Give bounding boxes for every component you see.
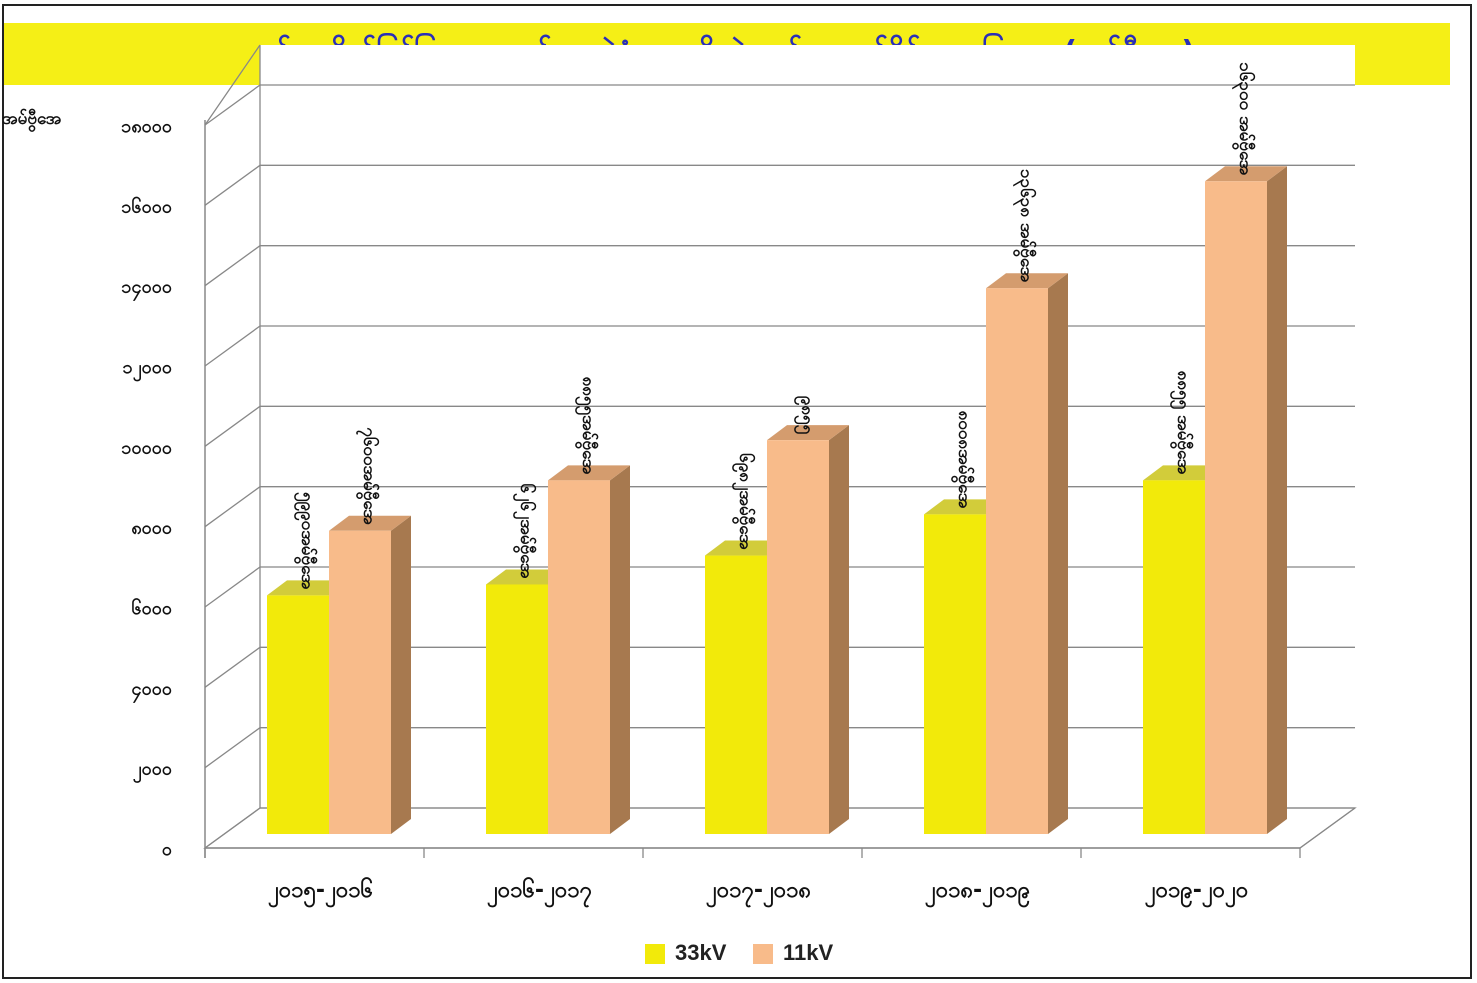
y-tick-label: ၀	[162, 839, 172, 860]
data-labels: ၅၉၉၀အမ်ဗွီအေ ၇၆၀၀အမ်ဗွီအေ၆၂၆၂အမ်ဗွီအေ ၈၈၅၅…	[293, 62, 1257, 589]
legend-label: 33kV	[675, 940, 727, 965]
bar-side	[1048, 273, 1068, 834]
gridline-side	[204, 245, 261, 287]
bar-top	[486, 569, 568, 585]
y-tick-label: ၆၀၀၀	[132, 597, 173, 619]
bar-top	[548, 465, 630, 481]
x-tick-label: ၂၀၁၅-၂၀၁၆	[268, 876, 373, 908]
gridline-side	[204, 405, 261, 447]
y-tick-label: ၁၀၀၀၀	[121, 437, 172, 458]
bar-top	[329, 515, 411, 531]
bar	[486, 584, 548, 834]
gridline-side	[204, 727, 261, 769]
data-label: ၅၉၉၀အမ်ဗွီအေ	[293, 492, 318, 590]
bar-top	[1205, 166, 1287, 182]
bar-side	[1267, 166, 1287, 835]
data-label: ၉၈၅၅	[793, 396, 817, 435]
bar	[767, 440, 829, 834]
bar	[705, 555, 767, 834]
data-label: ၈၈၅၅ အမ်ဗွီအေ	[1169, 371, 1194, 475]
legend-item: 33kV	[645, 940, 727, 965]
bar-side	[829, 425, 849, 834]
bars	[267, 166, 1287, 835]
bar	[548, 480, 610, 834]
y-tick-label: ၁၂၀၀၀	[123, 357, 172, 382]
x-tick-label: ၂၀၁၈-၂၀၁၉	[925, 878, 1030, 908]
y-tick-label: ၂၀၀၀	[133, 759, 172, 784]
y-tick-label: ၁၈၀၀၀	[121, 116, 172, 137]
data-label: ၇၆၀၀အမ်ဗွီအေ	[355, 427, 381, 525]
legend-swatch	[753, 944, 773, 964]
y-axis-label: အမ်ဗွီအေ	[2, 108, 62, 133]
gridline-side	[204, 486, 261, 528]
y-tick-label: ၁၄၀၀၀	[121, 277, 172, 302]
legend-label: 11kV	[783, 940, 833, 965]
gridline-side	[204, 84, 261, 126]
axes	[204, 120, 1356, 858]
x-tick-label: ၂၀၁၆-၂၀၁၇	[487, 876, 592, 908]
data-label: ၁၃၆၃၈ အမ်ဗွီအေ	[1012, 169, 1038, 282]
y-tick-label: ၄၀၀၀	[132, 678, 173, 703]
x-tick-label: ၂၀၁၉-၂၀၂၀	[1145, 878, 1248, 908]
bar-side	[610, 465, 630, 834]
wall-top-edge	[204, 44, 261, 126]
bar-top	[767, 425, 849, 441]
bar	[329, 530, 391, 834]
x-tick-labels: ၂၀၁၅-၂၀၁၆ ၂၀၁၆-၂၀၁၇ ၂၀၁၇-၂၀၁၈ ၂၀၁၈-၂၀၁၉ ၂၀၁၉…	[268, 876, 1248, 908]
gridline-side	[204, 164, 261, 206]
data-label: ၈၀၀၈အမ်ဗွီအေ	[950, 411, 975, 509]
bar	[1143, 480, 1205, 834]
legend-item: 11kV	[753, 940, 833, 965]
bar-side	[391, 515, 411, 834]
bar	[1205, 181, 1267, 835]
bar-top	[986, 273, 1068, 289]
bar	[267, 595, 329, 834]
floor-right-edge	[1299, 807, 1356, 849]
gridline-side	[204, 566, 261, 608]
gridline-side	[204, 325, 261, 367]
bar-top	[267, 580, 349, 596]
y-tick-label: ၁၆၀၀၀	[121, 195, 172, 217]
bar-top	[924, 499, 1006, 515]
y-tick-labels: ၀ ၂၀၀၀ ၄၀၀၀ ၆၀၀၀ ၈၀၀၀ ၁၀၀၀၀ ၁၂၀၀၀ ၁၄၀၀၀ ၁၆၀၀၀ ၁၈၀…	[121, 116, 172, 860]
legend-swatch	[645, 944, 665, 964]
data-label: ၈၈၅၅အမ်ဗွီအေ	[574, 377, 599, 475]
bar	[986, 288, 1048, 834]
y-tick-label: ၈၀၀၀	[131, 518, 172, 539]
chart-frame	[2, 4, 1472, 979]
bar-top	[705, 540, 787, 556]
bar-top	[1143, 465, 1225, 481]
x-tick-label: ၂၀၁၇-၂၀၁၈	[706, 878, 811, 908]
data-label: ၆၂၆၂အမ်ဗွီအေ	[512, 483, 538, 578]
data-label: ၁၆၃၀၀ အမ်ဗွီအေ	[1231, 62, 1257, 175]
gridline-side	[204, 807, 261, 849]
gridline-side	[204, 646, 261, 688]
bar	[924, 514, 986, 834]
legend: 33kV 11kV	[645, 940, 833, 965]
data-label: ၆၉၈၂အမ်ဗွီအေ	[731, 453, 757, 550]
